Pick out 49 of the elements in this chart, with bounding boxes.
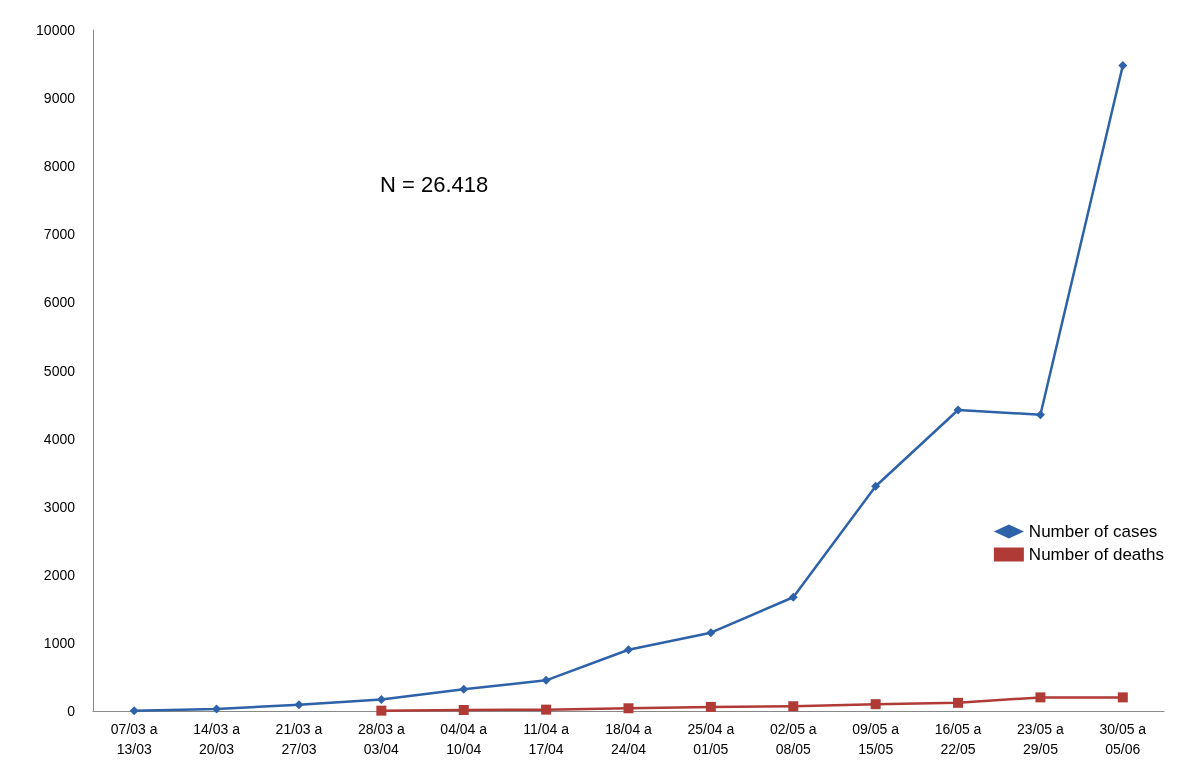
point (129, 706, 139, 716)
point (870, 699, 881, 710)
x-tick-label: 11/04 a 17/04 (523, 721, 570, 757)
point (705, 701, 716, 712)
x-tick-label: 23/05 a 29/05 (1017, 721, 1064, 757)
y-tick-label: 5000 (43, 362, 76, 379)
y-tick-label: 9000 (43, 90, 76, 107)
y-tick-label: 10000 (36, 22, 76, 38)
x-tick-label: 30/05 a 05/06 (1099, 721, 1147, 757)
y-tick-label: 8000 (43, 158, 76, 175)
x-tick-label: 28/03 a 03/04 (357, 721, 405, 757)
x-tick-label: 21/03 a 27/03 (275, 721, 323, 757)
point (1035, 410, 1045, 420)
x-tick-label: 16/05 a 22/05 (934, 721, 982, 757)
x-tick-label: 07/03 a 13/03 (110, 721, 158, 757)
point (788, 701, 799, 712)
point (376, 694, 386, 704)
y-tick-label: 4000 (43, 430, 76, 447)
y-tick-label: 0 (67, 703, 76, 719)
point (459, 684, 469, 694)
point (953, 697, 964, 708)
point (623, 703, 634, 714)
point (458, 704, 469, 715)
y-tick-label: 3000 (43, 498, 76, 515)
x-tick-label: 14/03 a 20/03 (193, 721, 241, 757)
point (376, 705, 387, 716)
point (541, 675, 551, 685)
annotation: N = 26.418 (380, 171, 489, 197)
legend-label: Number of cases (1028, 522, 1158, 541)
x-tick-label: 09/05 a 15/05 (852, 721, 900, 757)
point (1117, 692, 1128, 703)
y-tick-label: 2000 (43, 566, 76, 583)
y-tick-label: 1000 (43, 634, 76, 651)
point (294, 700, 304, 710)
y-tick-label: 7000 (43, 226, 76, 243)
point (541, 704, 552, 715)
y-tick-label: 6000 (43, 294, 76, 311)
point (706, 628, 716, 638)
point (788, 592, 798, 602)
point (1118, 60, 1128, 70)
point (871, 481, 881, 491)
x-tick-label: 02/05 a 08/05 (769, 721, 817, 757)
x-tick-label: 18/04 a 24/04 (605, 721, 653, 757)
point (1035, 692, 1046, 703)
x-tick-label: 25/04 a 01/05 (687, 721, 735, 757)
legend-label: Number of deaths (1028, 545, 1165, 564)
point (624, 645, 633, 655)
point (953, 405, 963, 415)
x-tick-label: 04/04 a 10/04 (440, 721, 488, 757)
